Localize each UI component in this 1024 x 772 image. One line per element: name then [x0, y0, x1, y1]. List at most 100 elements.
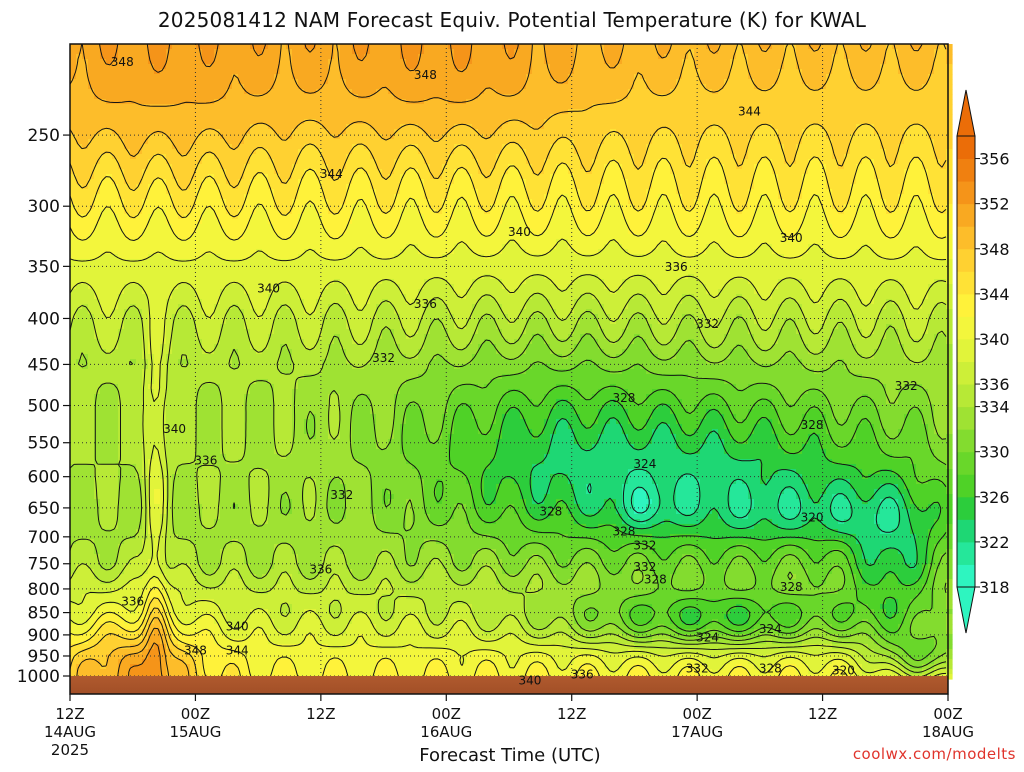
field-cell [544, 134, 551, 140]
field-cell [754, 169, 761, 175]
field-cell [922, 49, 929, 55]
field-cell [436, 59, 443, 65]
field-cell [634, 124, 641, 130]
field-cell [166, 174, 173, 180]
field-cell [724, 169, 731, 175]
field-cell [628, 59, 635, 65]
field-cell [346, 209, 353, 215]
field-cell [310, 189, 317, 195]
field-cell [70, 94, 77, 100]
field-cell [100, 159, 107, 165]
field-cell [766, 144, 773, 150]
field-cell [538, 204, 545, 210]
field-cell [352, 144, 359, 150]
field-cell [178, 149, 185, 155]
field-cell [112, 109, 119, 115]
field-cell [292, 164, 299, 170]
field-cell [604, 154, 611, 160]
field-cell [538, 54, 545, 60]
field-cell [190, 149, 197, 155]
field-cell [580, 99, 587, 105]
field-cell [568, 159, 575, 165]
field-cell [334, 204, 341, 210]
field-cell [220, 149, 227, 155]
field-cell [886, 119, 893, 125]
field-cell [250, 84, 257, 90]
field-cell [496, 169, 503, 175]
field-cell [928, 159, 935, 165]
field-cell [436, 64, 443, 70]
field-cell [334, 74, 341, 80]
field-cell [778, 89, 785, 95]
field-cell [784, 174, 791, 180]
field-cell [280, 64, 287, 70]
field-cell [868, 134, 875, 140]
field-cell [604, 84, 611, 90]
field-cell [802, 104, 809, 110]
field-cell [82, 104, 89, 110]
field-cell [280, 124, 287, 130]
field-cell [598, 109, 605, 115]
field-cell [880, 99, 887, 105]
field-cell [796, 54, 803, 60]
field-cell [514, 109, 521, 115]
field-cell [814, 99, 821, 105]
field-cell [178, 44, 185, 50]
field-cell [70, 139, 77, 145]
field-cell [652, 184, 659, 190]
field-cell [598, 194, 605, 200]
field-cell [808, 204, 815, 210]
field-cell [508, 199, 515, 205]
field-cell [148, 129, 155, 135]
field-cell [184, 84, 191, 90]
field-cell [862, 199, 869, 205]
field-cell [322, 144, 329, 150]
field-cell [250, 129, 257, 135]
field-cell [280, 54, 287, 60]
field-cell [874, 109, 881, 115]
field-cell [298, 89, 305, 95]
field-cell [622, 89, 629, 95]
field-cell [70, 184, 77, 190]
field-cell [754, 164, 761, 170]
field-cell [466, 69, 473, 75]
field-cell [538, 89, 545, 95]
field-cell [466, 99, 473, 105]
field-cell [196, 99, 203, 105]
field-cell [724, 89, 731, 95]
field-cell [748, 69, 755, 75]
field-cell [496, 54, 503, 60]
field-cell [640, 44, 647, 50]
field-cell [526, 59, 533, 65]
field-cell [316, 169, 323, 175]
field-cell [868, 59, 875, 65]
field-cell [892, 209, 899, 215]
field-cell [676, 149, 683, 155]
field-cell [742, 139, 749, 145]
field-cell [898, 89, 905, 95]
field-cell [652, 149, 659, 155]
field-cell [676, 69, 683, 75]
field-cell [874, 159, 881, 165]
field-cell [184, 109, 191, 115]
field-cell [280, 134, 287, 140]
field-cell [628, 184, 635, 190]
field-cell [814, 159, 821, 165]
field-cell [406, 179, 413, 185]
field-cell [784, 144, 791, 150]
field-cell [202, 204, 209, 210]
field-cell [454, 119, 461, 125]
field-cell [310, 74, 317, 80]
field-cell [778, 189, 785, 195]
field-cell [364, 184, 371, 190]
field-cell [430, 194, 437, 200]
field-cell [658, 84, 665, 90]
field-cell [724, 94, 731, 100]
field-cell [508, 149, 515, 155]
field-cell [358, 209, 365, 215]
field-cell [124, 114, 131, 120]
field-cell [802, 59, 809, 65]
field-cell [712, 129, 719, 135]
field-cell [676, 204, 683, 210]
field-cell [382, 129, 389, 135]
